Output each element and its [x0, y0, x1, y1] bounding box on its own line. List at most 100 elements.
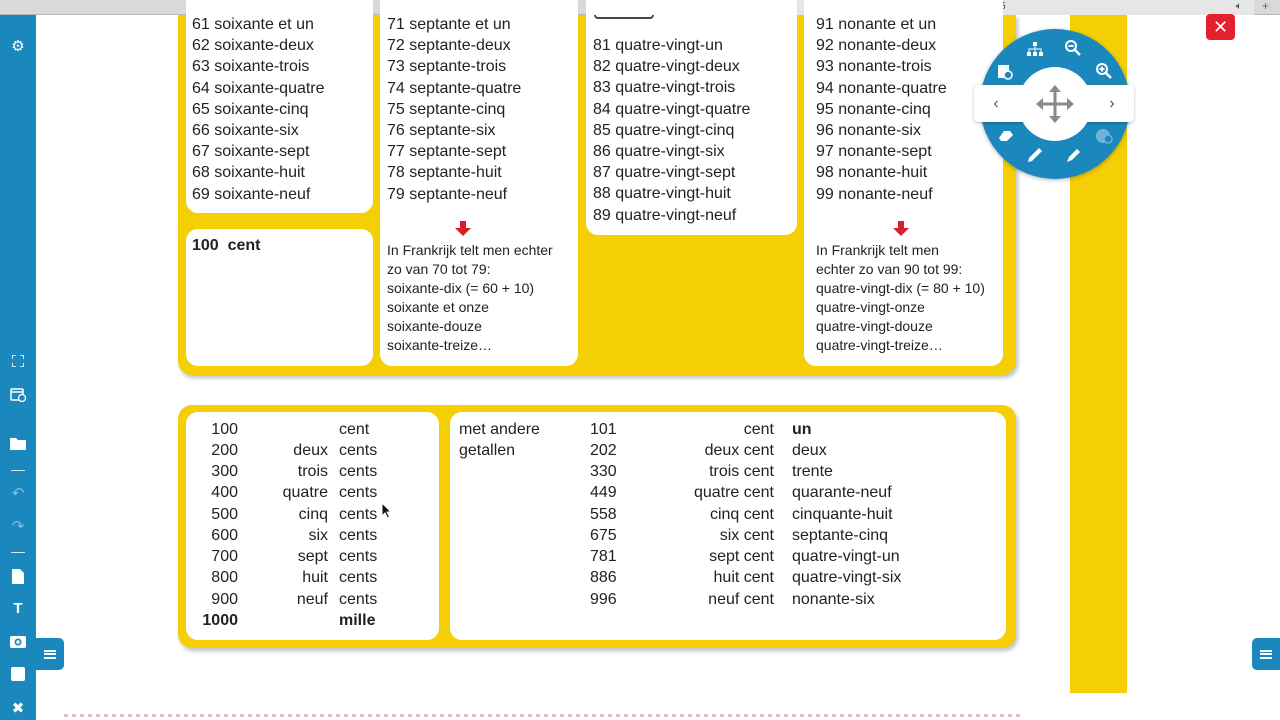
- document-icon[interactable]: [0, 564, 36, 588]
- list-item: 89 quatre-vingt-neuf: [593, 206, 737, 224]
- list-item: 83 quatre-vingt-trois: [593, 79, 736, 97]
- list-item: 71 septante et un: [387, 16, 511, 33]
- marker-icon[interactable]: [1064, 145, 1084, 165]
- list-60s: 61 soixante et un 62 soixante-deux 63 so…: [192, 14, 325, 205]
- list-item: 69 soixante-neuf: [192, 185, 311, 203]
- note-line: quatre-vingt-douze: [816, 318, 933, 334]
- list-item: 96 nonante-six: [816, 121, 921, 139]
- right-panel-toggle[interactable]: [1252, 638, 1280, 670]
- card-90s: [804, 0, 1003, 366]
- card-other-numbers: [450, 412, 1006, 640]
- list-item: 94 nonante-quatre: [816, 79, 947, 97]
- hide-annotations-icon[interactable]: [1094, 126, 1114, 146]
- calendar-icon[interactable]: [0, 382, 36, 406]
- note-line: quatre-vingt-onze: [816, 299, 925, 315]
- close-button[interactable]: ✕: [1206, 14, 1235, 40]
- list-70s: 71 septante et un 72 septante-deux 73 se…: [387, 14, 521, 205]
- card-60s: [186, 0, 373, 213]
- card-80s: [586, 0, 797, 235]
- table-row: 675 six cent septante-cinq: [590, 527, 889, 544]
- new-tab-icon[interactable]: +: [1262, 0, 1270, 13]
- card-hundreds: [186, 412, 439, 640]
- list-item: 87 quatre-vingt-sept: [593, 164, 736, 182]
- left-panel-toggle[interactable]: [36, 638, 64, 670]
- list-item: 68 soixante-huit: [192, 164, 305, 182]
- list-80s: 81 quatre-vingt-un 82 quatre-vingt-deux …: [593, 35, 750, 226]
- chevron-left-icon[interactable]: ‹: [993, 94, 999, 112]
- zoom-in-icon[interactable]: [1094, 61, 1114, 81]
- pencil-icon[interactable]: [1025, 145, 1045, 165]
- eraser-icon[interactable]: [996, 126, 1016, 146]
- redo-icon[interactable]: ↷: [11, 518, 25, 535]
- cent-word: cent: [227, 237, 261, 254]
- shape-icon[interactable]: [0, 662, 36, 686]
- sitemap-icon[interactable]: [1025, 39, 1045, 59]
- folder-icon[interactable]: [0, 431, 36, 455]
- list-item: 76 septante-six: [387, 121, 496, 139]
- card-100: [186, 229, 373, 366]
- table-row: 100 cent: [211, 421, 370, 438]
- move-icon: [1036, 85, 1074, 123]
- list-item: 79 septante-neuf: [387, 185, 508, 203]
- table-row: 400 quatre cents: [211, 484, 378, 501]
- table-row: 886 huit cent quatre-vingt-six: [590, 569, 902, 586]
- page-dotted-border: [64, 714, 1024, 717]
- list-item: 72 septante-deux: [387, 37, 511, 55]
- table-row: 800 huit cents: [211, 569, 378, 586]
- note-line: soixante et onze: [387, 299, 489, 315]
- list-item: 77 septante-sept: [387, 143, 507, 161]
- list-item: 64 soixante-quatre: [192, 79, 325, 97]
- other-numbers-label: met andere getallen: [459, 421, 540, 459]
- down-arrow-icon: [893, 221, 909, 236]
- table-row: 1000 mille: [202, 612, 376, 629]
- table-row: 101 cent un: [590, 421, 812, 438]
- table-row: 200 deux cents: [211, 442, 378, 459]
- camera-icon[interactable]: [0, 629, 36, 653]
- list-item: 95 nonante-cinq: [816, 100, 931, 118]
- down-arrow-icon: [455, 221, 471, 236]
- note-line: zo van 70 tot 79:: [387, 261, 491, 277]
- page-view-icon[interactable]: [995, 62, 1015, 82]
- table-row: 558 cinq cent cinquante-huit: [590, 506, 893, 523]
- table-row: 600 six cents: [211, 527, 378, 544]
- move-handle[interactable]: [1018, 67, 1092, 141]
- list-item: 81 quatre-vingt-un: [593, 37, 723, 54]
- list-item: 85 quatre-vingt-cinq: [593, 121, 735, 139]
- fullscreen-icon[interactable]: [0, 349, 36, 373]
- close-icon: ✕: [1212, 16, 1229, 37]
- note-line: In Frankrijk telt men echter: [387, 242, 553, 258]
- list-item: 74 septante-quatre: [387, 79, 522, 97]
- list-item: 92 nonante-deux: [816, 37, 937, 55]
- menu-icon: [44, 649, 56, 659]
- list-item: 73 septante-trois: [387, 58, 507, 76]
- table-row: 996 neuf cent nonante-six: [590, 591, 875, 608]
- undo-icon[interactable]: ↶: [11, 485, 25, 502]
- list-item: 78 septante-huit: [387, 164, 502, 182]
- text-icon[interactable]: T: [13, 599, 23, 617]
- list-item: 63 soixante-trois: [192, 58, 310, 76]
- list-item: 67 soixante-sept: [192, 143, 310, 161]
- tools-icon[interactable]: ✖: [11, 700, 25, 717]
- note-line: echter zo van 90 tot 99:: [816, 261, 963, 277]
- table-row: 330 trois cent trente: [590, 463, 833, 480]
- list-item: 62 soixante-deux: [192, 37, 314, 55]
- cut-heading: [594, 15, 664, 19]
- chevron-right-icon[interactable]: ›: [1109, 94, 1115, 112]
- toolbar-divider: [11, 470, 25, 471]
- list-item: 93 nonante-trois: [816, 58, 932, 76]
- note-70-79: In Frankrijk telt men echter zo van 70 t…: [387, 241, 553, 355]
- speaker-icon[interactable]: 🔈︎: [1236, 1, 1242, 12]
- note-90-99: In Frankrijk telt men echter zo van 90 t…: [816, 241, 985, 355]
- table-row: 781 sept cent quatre-vingt-un: [590, 548, 900, 565]
- note-line: soixante-douze: [387, 318, 482, 334]
- card-70s: [380, 0, 578, 366]
- list-item: 61 soixante et un: [192, 16, 314, 33]
- list-item: 84 quatre-vingt-quatre: [593, 100, 751, 118]
- list-item: 98 nonante-huit: [816, 164, 928, 182]
- zoom-out-icon[interactable]: [1063, 38, 1083, 58]
- list-item: 88 quatre-vingt-huit: [593, 185, 731, 203]
- table-row: 202 deux cent deux: [590, 442, 827, 459]
- list-item: 82 quatre-vingt-deux: [593, 58, 740, 76]
- gear-icon[interactable]: ⚙: [11, 38, 25, 55]
